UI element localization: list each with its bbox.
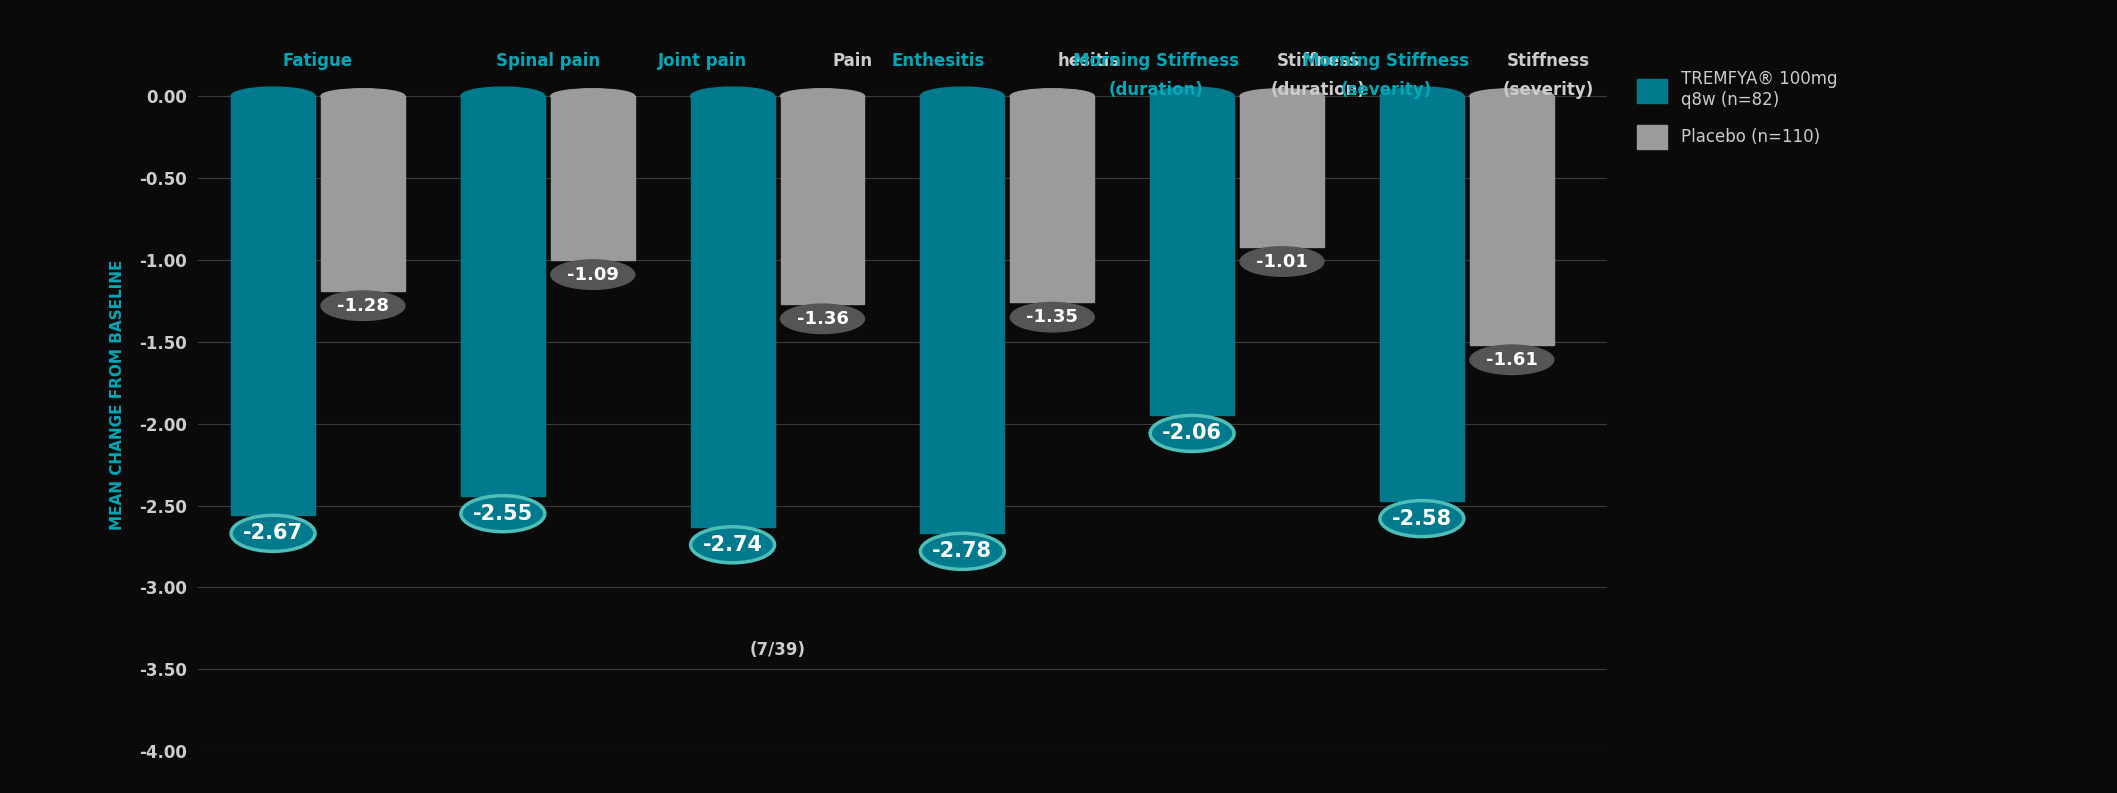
Text: Morning Stiffness: Morning Stiffness bbox=[1073, 52, 1238, 70]
Ellipse shape bbox=[462, 496, 544, 531]
Text: -1.61: -1.61 bbox=[1486, 351, 1537, 369]
Bar bbox=[462, 96, 544, 496]
Text: Spinal pain: Spinal pain bbox=[495, 52, 599, 70]
Text: -2.58: -2.58 bbox=[1391, 508, 1452, 529]
Text: -2.74: -2.74 bbox=[703, 534, 762, 555]
Text: Morning Stiffness: Morning Stiffness bbox=[1302, 52, 1469, 70]
Bar bbox=[781, 96, 864, 304]
Ellipse shape bbox=[550, 260, 635, 289]
Y-axis label: MEAN CHANGE FROM BASELINE: MEAN CHANGE FROM BASELINE bbox=[110, 260, 125, 531]
Text: (duration): (duration) bbox=[1109, 82, 1205, 99]
Ellipse shape bbox=[921, 534, 1003, 569]
Text: (duration): (duration) bbox=[1270, 82, 1365, 99]
Text: -2.78: -2.78 bbox=[931, 542, 993, 561]
Ellipse shape bbox=[1380, 500, 1463, 537]
Text: -2.55: -2.55 bbox=[472, 504, 533, 523]
Bar bbox=[1469, 96, 1554, 345]
Bar bbox=[1150, 96, 1234, 416]
Text: (7/39): (7/39) bbox=[749, 641, 807, 659]
Ellipse shape bbox=[781, 304, 864, 334]
Text: Pain: Pain bbox=[832, 52, 872, 70]
Ellipse shape bbox=[462, 87, 544, 105]
Text: Stiffness: Stiffness bbox=[1277, 52, 1359, 70]
Ellipse shape bbox=[781, 89, 864, 103]
Text: -1.35: -1.35 bbox=[1027, 308, 1078, 326]
Ellipse shape bbox=[690, 87, 775, 105]
Text: -2.67: -2.67 bbox=[243, 523, 303, 543]
Text: -1.36: -1.36 bbox=[796, 310, 849, 328]
Ellipse shape bbox=[550, 89, 635, 103]
Ellipse shape bbox=[1469, 345, 1554, 374]
Bar bbox=[1010, 96, 1094, 302]
Ellipse shape bbox=[231, 515, 315, 551]
Text: Joint pain: Joint pain bbox=[658, 52, 747, 70]
Bar bbox=[550, 96, 635, 260]
Bar bbox=[1241, 96, 1323, 247]
Ellipse shape bbox=[1469, 89, 1554, 103]
Ellipse shape bbox=[1241, 89, 1323, 103]
Text: (severity): (severity) bbox=[1503, 82, 1594, 99]
Ellipse shape bbox=[231, 87, 315, 105]
Text: -1.28: -1.28 bbox=[337, 297, 390, 315]
Bar bbox=[1380, 96, 1463, 500]
Text: Stiffness: Stiffness bbox=[1507, 52, 1590, 70]
Text: -2.06: -2.06 bbox=[1162, 423, 1222, 443]
Ellipse shape bbox=[921, 87, 1003, 105]
Ellipse shape bbox=[1150, 416, 1234, 451]
Ellipse shape bbox=[322, 291, 404, 320]
Text: Enthesitis: Enthesitis bbox=[891, 52, 984, 70]
Ellipse shape bbox=[1010, 89, 1094, 103]
Text: (severity): (severity) bbox=[1340, 82, 1431, 99]
Ellipse shape bbox=[690, 527, 775, 563]
Ellipse shape bbox=[322, 89, 404, 103]
Legend: TREMFYA® 100mg
q8w (n=82), Placebo (n=110): TREMFYA® 100mg q8w (n=82), Placebo (n=11… bbox=[1630, 61, 1846, 157]
Text: -1.01: -1.01 bbox=[1255, 252, 1308, 270]
Ellipse shape bbox=[1380, 87, 1463, 105]
Text: hesitis: hesitis bbox=[1056, 52, 1120, 70]
Bar bbox=[921, 96, 1003, 534]
Text: -1.09: -1.09 bbox=[567, 266, 618, 284]
Bar bbox=[231, 96, 315, 515]
Text: Fatigue: Fatigue bbox=[284, 52, 354, 70]
Ellipse shape bbox=[1010, 302, 1094, 332]
Ellipse shape bbox=[1150, 87, 1234, 105]
Bar bbox=[690, 96, 775, 527]
Ellipse shape bbox=[1241, 247, 1323, 276]
Bar bbox=[322, 96, 404, 291]
